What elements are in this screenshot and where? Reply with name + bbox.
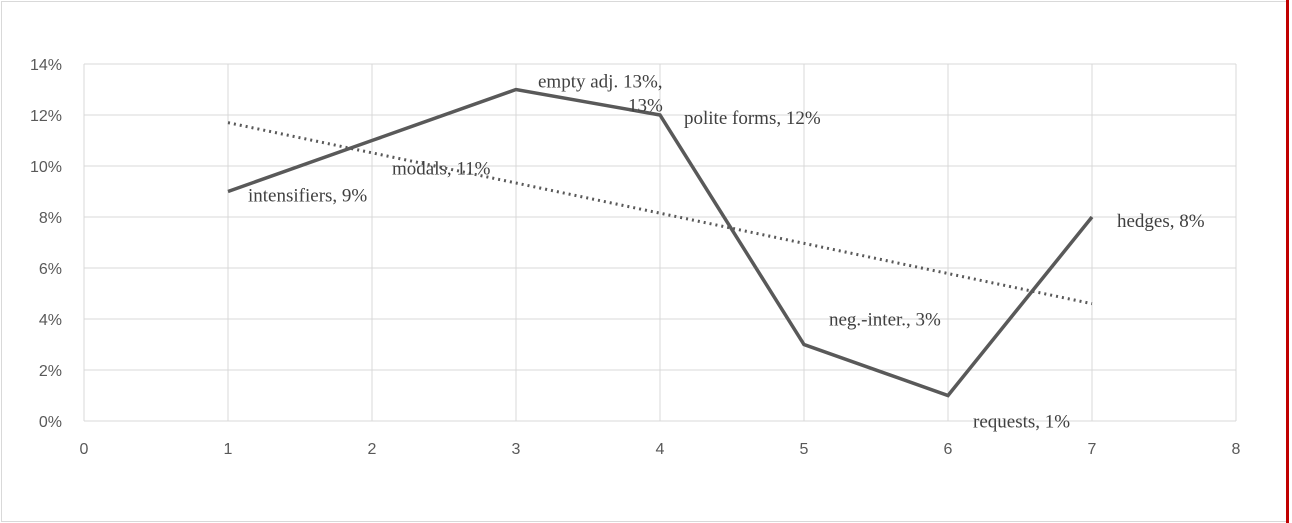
horizontal-gridlines (84, 63, 1236, 422)
x-tick-label: 4 (656, 441, 665, 458)
y-tick-labels: 0% 2% 4% 6% 8% 10% 12% 14% (30, 57, 62, 431)
y-tick-label: 10% (30, 159, 62, 176)
x-tick-label: 3 (512, 441, 521, 458)
y-tick-label: 12% (30, 108, 62, 125)
data-label: empty adj. 13%, 13% (538, 72, 663, 117)
data-label: polite forms, 12% (684, 108, 821, 129)
right-edge-bar (1286, 0, 1289, 523)
x-tick-label: 7 (1088, 441, 1097, 458)
x-tick-label: 1 (224, 441, 233, 458)
x-tick-label: 0 (80, 441, 89, 458)
x-tick-labels: 0 1 2 3 4 5 6 7 8 (80, 441, 1241, 458)
x-tick-label: 2 (368, 441, 377, 458)
data-label: requests, 1% (973, 412, 1070, 433)
series-line (227, 87, 1094, 398)
data-labels: intensifiers, 9% modals, 11% empty adj. 13… (248, 72, 1205, 433)
y-tick-label: 4% (39, 312, 62, 329)
y-tick-label: 0% (39, 414, 62, 431)
y-tick-label: 2% (39, 363, 62, 380)
x-tick-label: 6 (944, 441, 953, 458)
data-label: neg.-inter., 3% (829, 310, 941, 331)
data-series (227, 87, 1094, 398)
data-label: modals, 11% (392, 159, 491, 180)
y-tick-label: 8% (39, 210, 62, 227)
data-label: hedges, 8% (1117, 211, 1205, 232)
x-tick-label: 8 (1232, 441, 1241, 458)
y-tick-label: 14% (30, 57, 62, 74)
data-label: intensifiers, 9% (248, 186, 367, 207)
y-tick-label: 6% (39, 261, 62, 278)
x-tick-label: 5 (800, 441, 809, 458)
